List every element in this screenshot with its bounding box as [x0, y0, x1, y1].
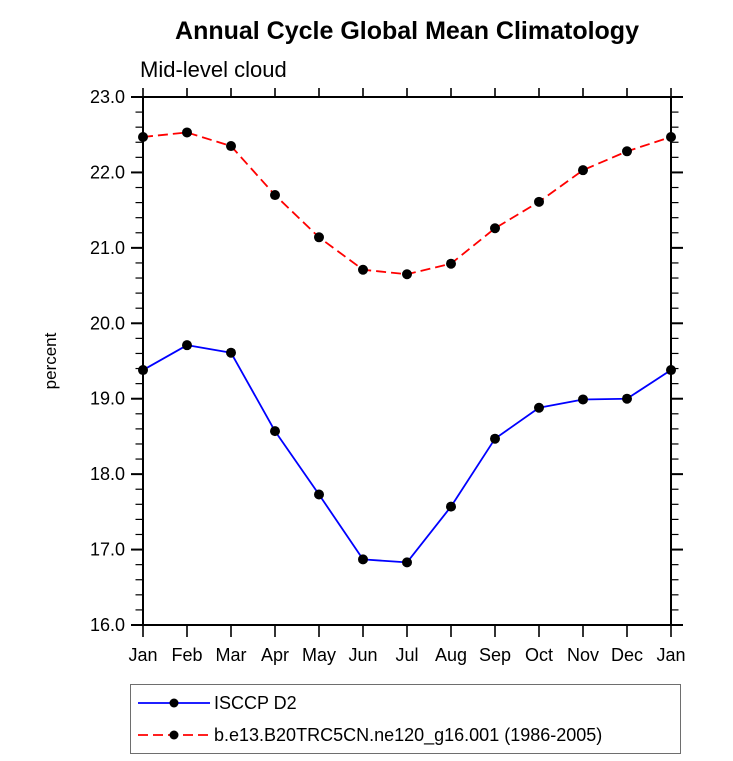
series-line-0: [142, 344, 672, 564]
chart-title: Annual Cycle Global Mean Climatology: [175, 17, 639, 45]
data-point-marker: [138, 131, 148, 142]
data-point-marker: [182, 127, 192, 138]
data-point-marker: [534, 196, 544, 207]
series-line-1: [142, 131, 672, 276]
data-point-marker: [138, 365, 148, 376]
legend-sample-line-solid: [138, 698, 210, 708]
x-tick-label: Mar: [216, 645, 247, 665]
data-point-marker: [446, 501, 456, 512]
data-point-marker: [666, 365, 676, 376]
y-tick-label: 16.0: [90, 615, 125, 635]
data-point-marker: [402, 269, 412, 280]
legend: ISCCP D2 b.e13.B20TRC5CN.ne120_g16.001 (…: [130, 684, 681, 754]
y-tick-label: 18.0: [90, 464, 125, 484]
data-point-marker: [622, 146, 632, 157]
data-point-marker: [314, 232, 324, 243]
y-tick-label: 17.0: [90, 540, 125, 560]
data-point-marker: [490, 433, 500, 444]
x-tick-label: May: [302, 645, 336, 665]
x-tick-label: Jan: [656, 645, 685, 665]
data-point-marker: [578, 394, 588, 405]
data-point-marker: [402, 557, 412, 568]
plot-area: 16.0 17.0 18.0 19.0 20.0 21.0 22.0 23.0 Jan Feb Ma…: [41, 87, 686, 665]
data-point-marker: [534, 402, 544, 413]
data-point-marker: [578, 165, 588, 176]
axis-frame: [142, 96, 672, 626]
y-tick-label: 22.0: [90, 162, 125, 182]
data-point-marker: [226, 347, 236, 358]
data-point-marker: [358, 264, 368, 275]
y-axis-label: percent: [41, 332, 60, 389]
legend-label-isccp: ISCCP D2: [214, 692, 297, 713]
data-point-marker: [314, 489, 324, 500]
data-point-marker: [490, 223, 500, 234]
data-point-marker: [226, 141, 236, 152]
y-tick-label: 20.0: [90, 313, 125, 333]
data-point-marker: [270, 190, 280, 201]
x-tick-label: Aug: [435, 645, 467, 665]
x-tick-label: Apr: [261, 645, 289, 665]
legend-sample-marker: [169, 698, 179, 708]
y-tick-label: 23.0: [90, 87, 125, 107]
x-tick-label: Feb: [171, 645, 202, 665]
x-tick-label: Sep: [479, 645, 511, 665]
legend-row-isccp: ISCCP D2: [136, 691, 680, 715]
x-tick-label: Dec: [611, 645, 643, 665]
data-point-marker: [182, 340, 192, 351]
legend-sample-line-dashed: [138, 730, 210, 740]
x-tick-label: Jul: [395, 645, 418, 665]
legend-label-model: b.e13.B20TRC5CN.ne120_g16.001 (1986-2005…: [214, 724, 603, 745]
x-tick-label: Jun: [348, 645, 377, 665]
y-tick-label: 19.0: [90, 389, 125, 409]
x-tick-label: Nov: [567, 645, 599, 665]
legend-row-model: b.e13.B20TRC5CN.ne120_g16.001 (1986-2005…: [136, 723, 680, 747]
data-point-marker: [666, 131, 676, 142]
data-point-marker: [446, 258, 456, 269]
y-tick-label: 21.0: [90, 238, 125, 258]
chart-subtitle: Mid-level cloud: [140, 57, 287, 82]
x-tick-label: Oct: [525, 645, 553, 665]
data-point-marker: [270, 426, 280, 437]
data-point-marker: [358, 554, 368, 565]
x-tick-label: Jan: [128, 645, 157, 665]
data-point-marker: [622, 393, 632, 404]
legend-sample-marker: [169, 730, 179, 740]
